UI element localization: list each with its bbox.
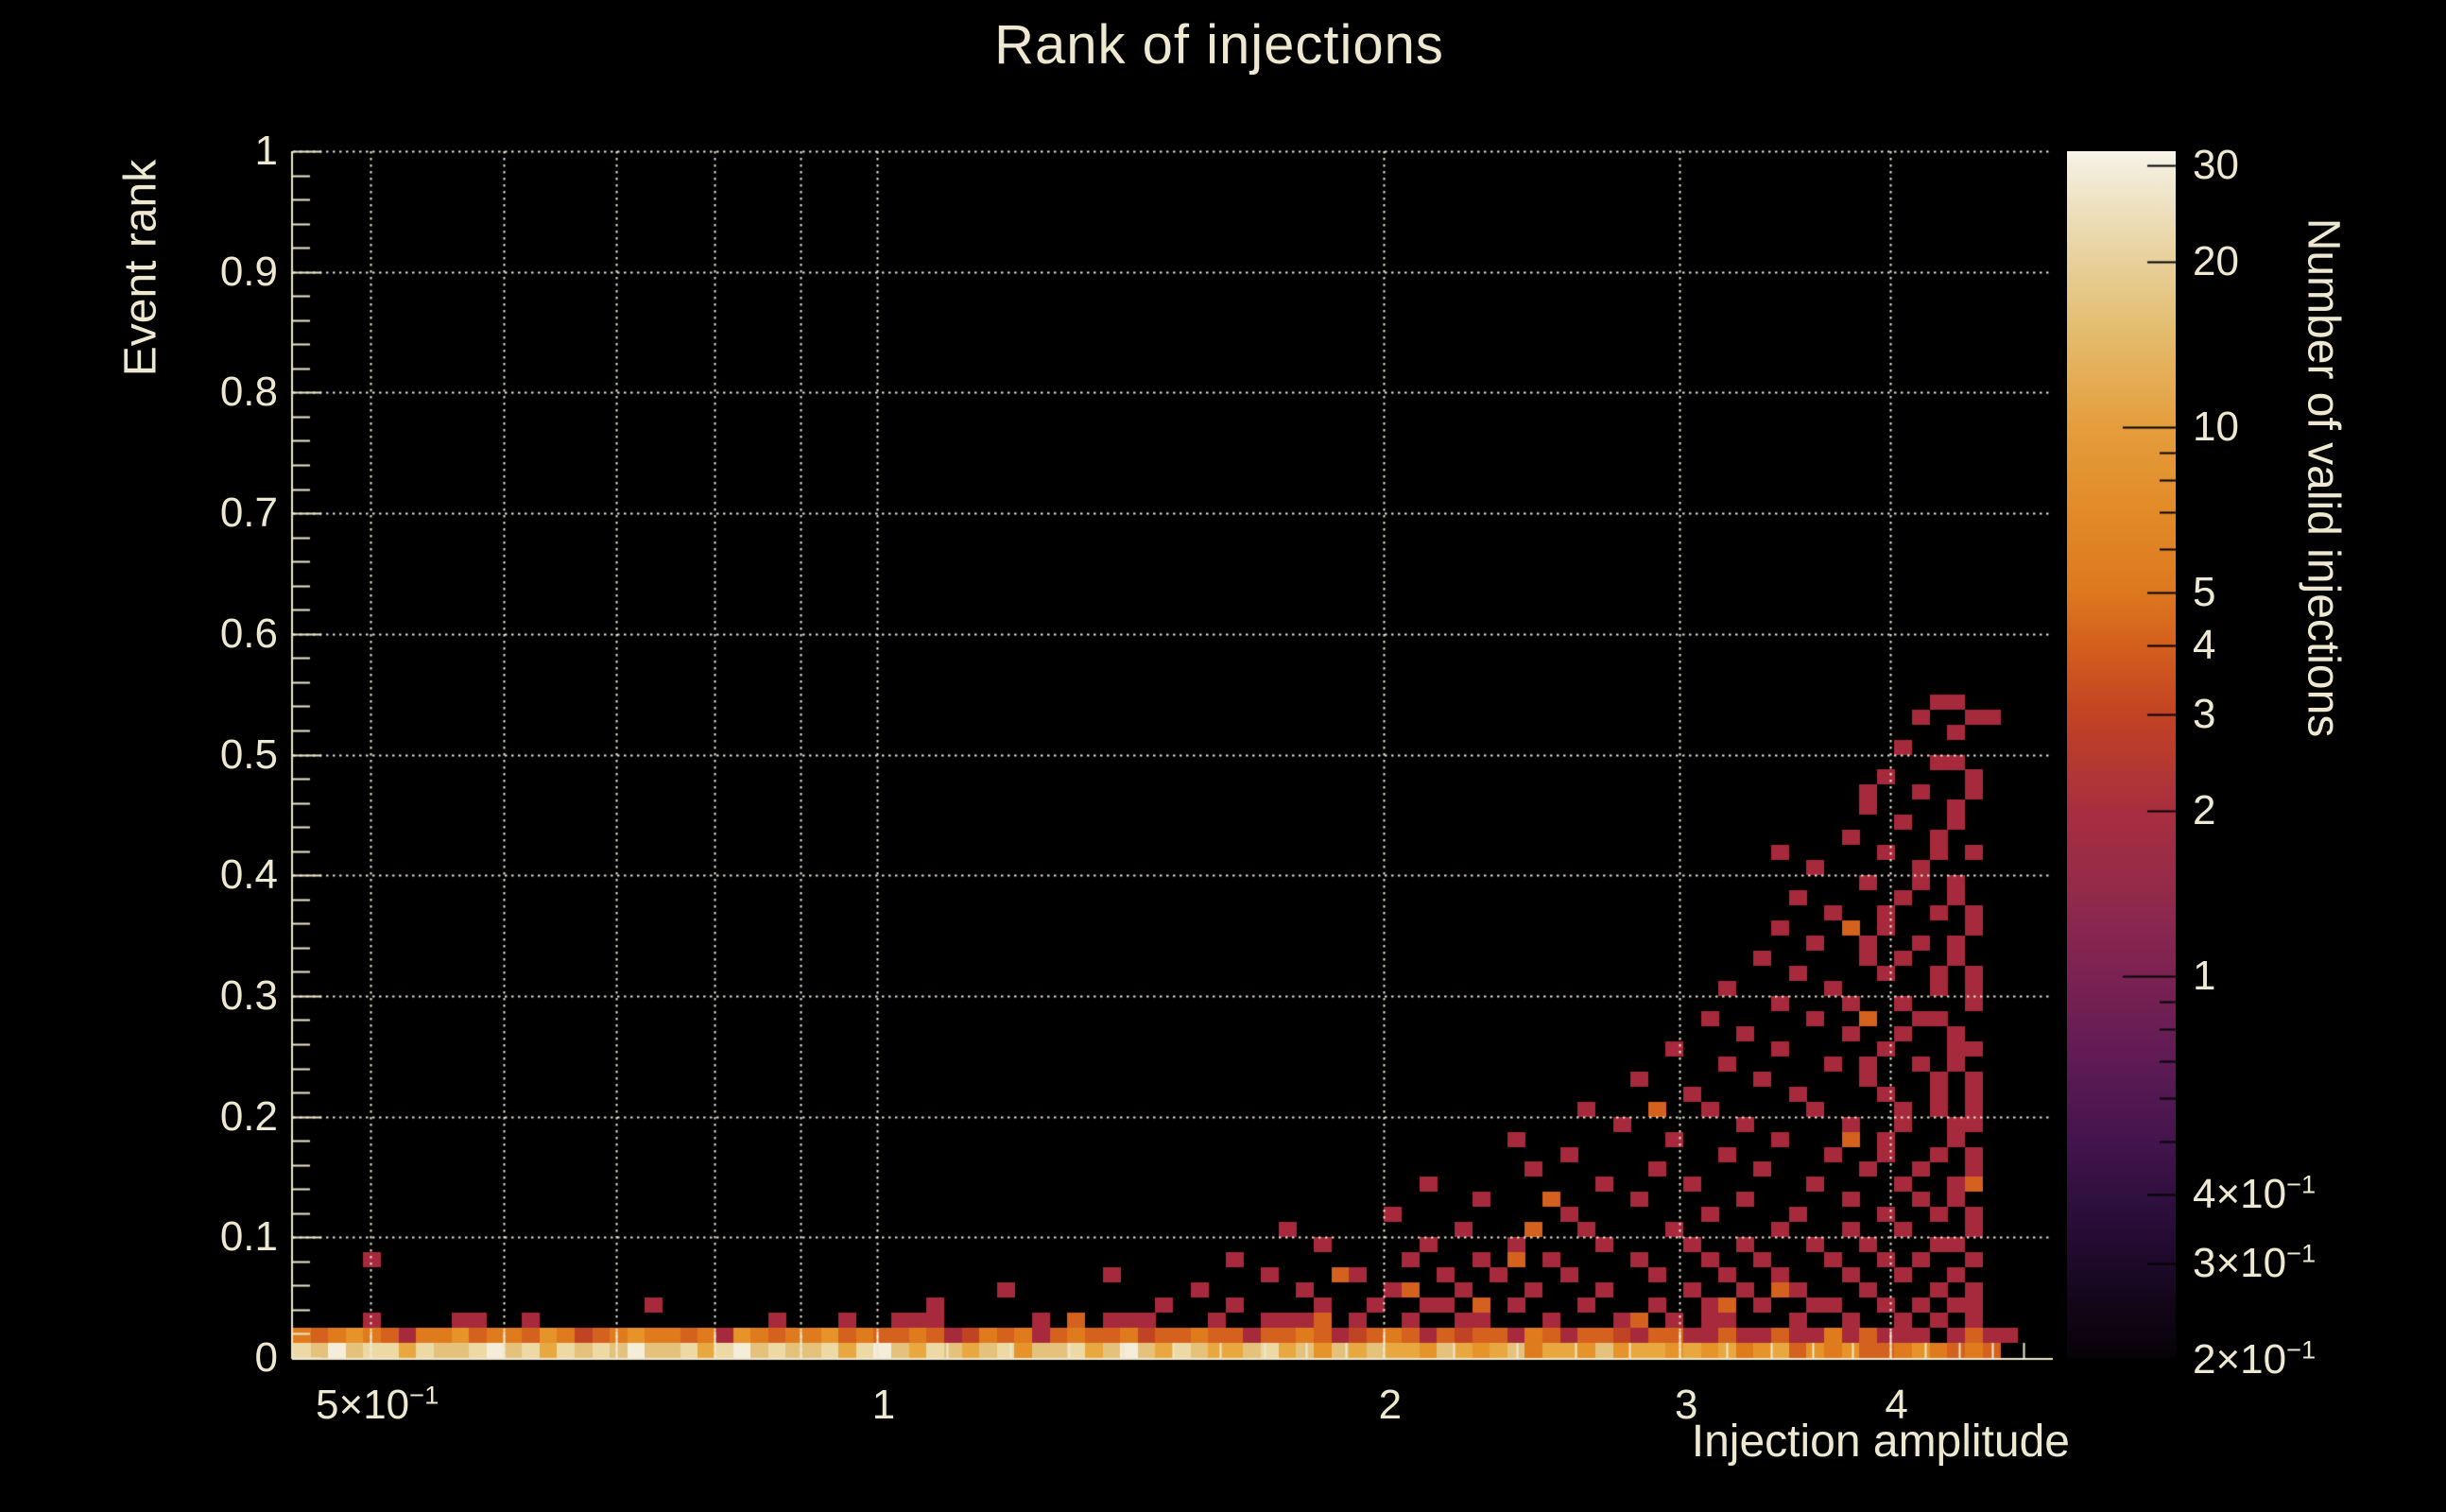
y-tick-label: 0.6 [219,610,278,657]
cb-tick-label: 2 [2193,787,2216,834]
x-tick-label: 5×10−1 [316,1380,439,1428]
y-tick-label: 1 [254,128,278,174]
cb-tick-label: 10 [2193,404,2239,450]
y-tick-label: 0.7 [219,490,278,537]
cb-tick-label: 3×10−1 [2193,1238,2317,1286]
cb-tick-label: 4×10−1 [2193,1169,2317,1218]
x-tick-label: 4 [1885,1382,1908,1428]
cb-tick-label: 3 [2193,690,2216,737]
cb-tick-label: 5 [2193,568,2216,615]
cb-tick-label: 30 [2193,141,2239,188]
y-tick-label: 0.1 [219,1213,278,1261]
x-tick-label: 2 [1378,1382,1403,1428]
y-tick-label: 0.3 [219,971,278,1019]
cb-tick-label: 2×10−1 [2193,1334,2317,1383]
x-axis-title: Injection amplitude [1691,1417,2070,1467]
x-tick-label: 1 [871,1382,896,1428]
cb-tick-label: 1 [2193,953,2216,999]
y-tick-label: 0.8 [219,369,278,416]
y-tick-label: 0.4 [219,851,278,899]
y-tick-label: 0.9 [219,248,278,295]
chart-title: Rank of injections [994,14,1444,76]
y-tick-label: 0.5 [219,730,278,778]
y-tick-label: 0.2 [219,1092,278,1140]
y-tick-label: 0 [254,1334,278,1381]
x-tick-label: 3 [1675,1382,1698,1428]
cb-tick-label: 4 [2193,622,2216,669]
cb-tick-label: 20 [2193,238,2239,285]
